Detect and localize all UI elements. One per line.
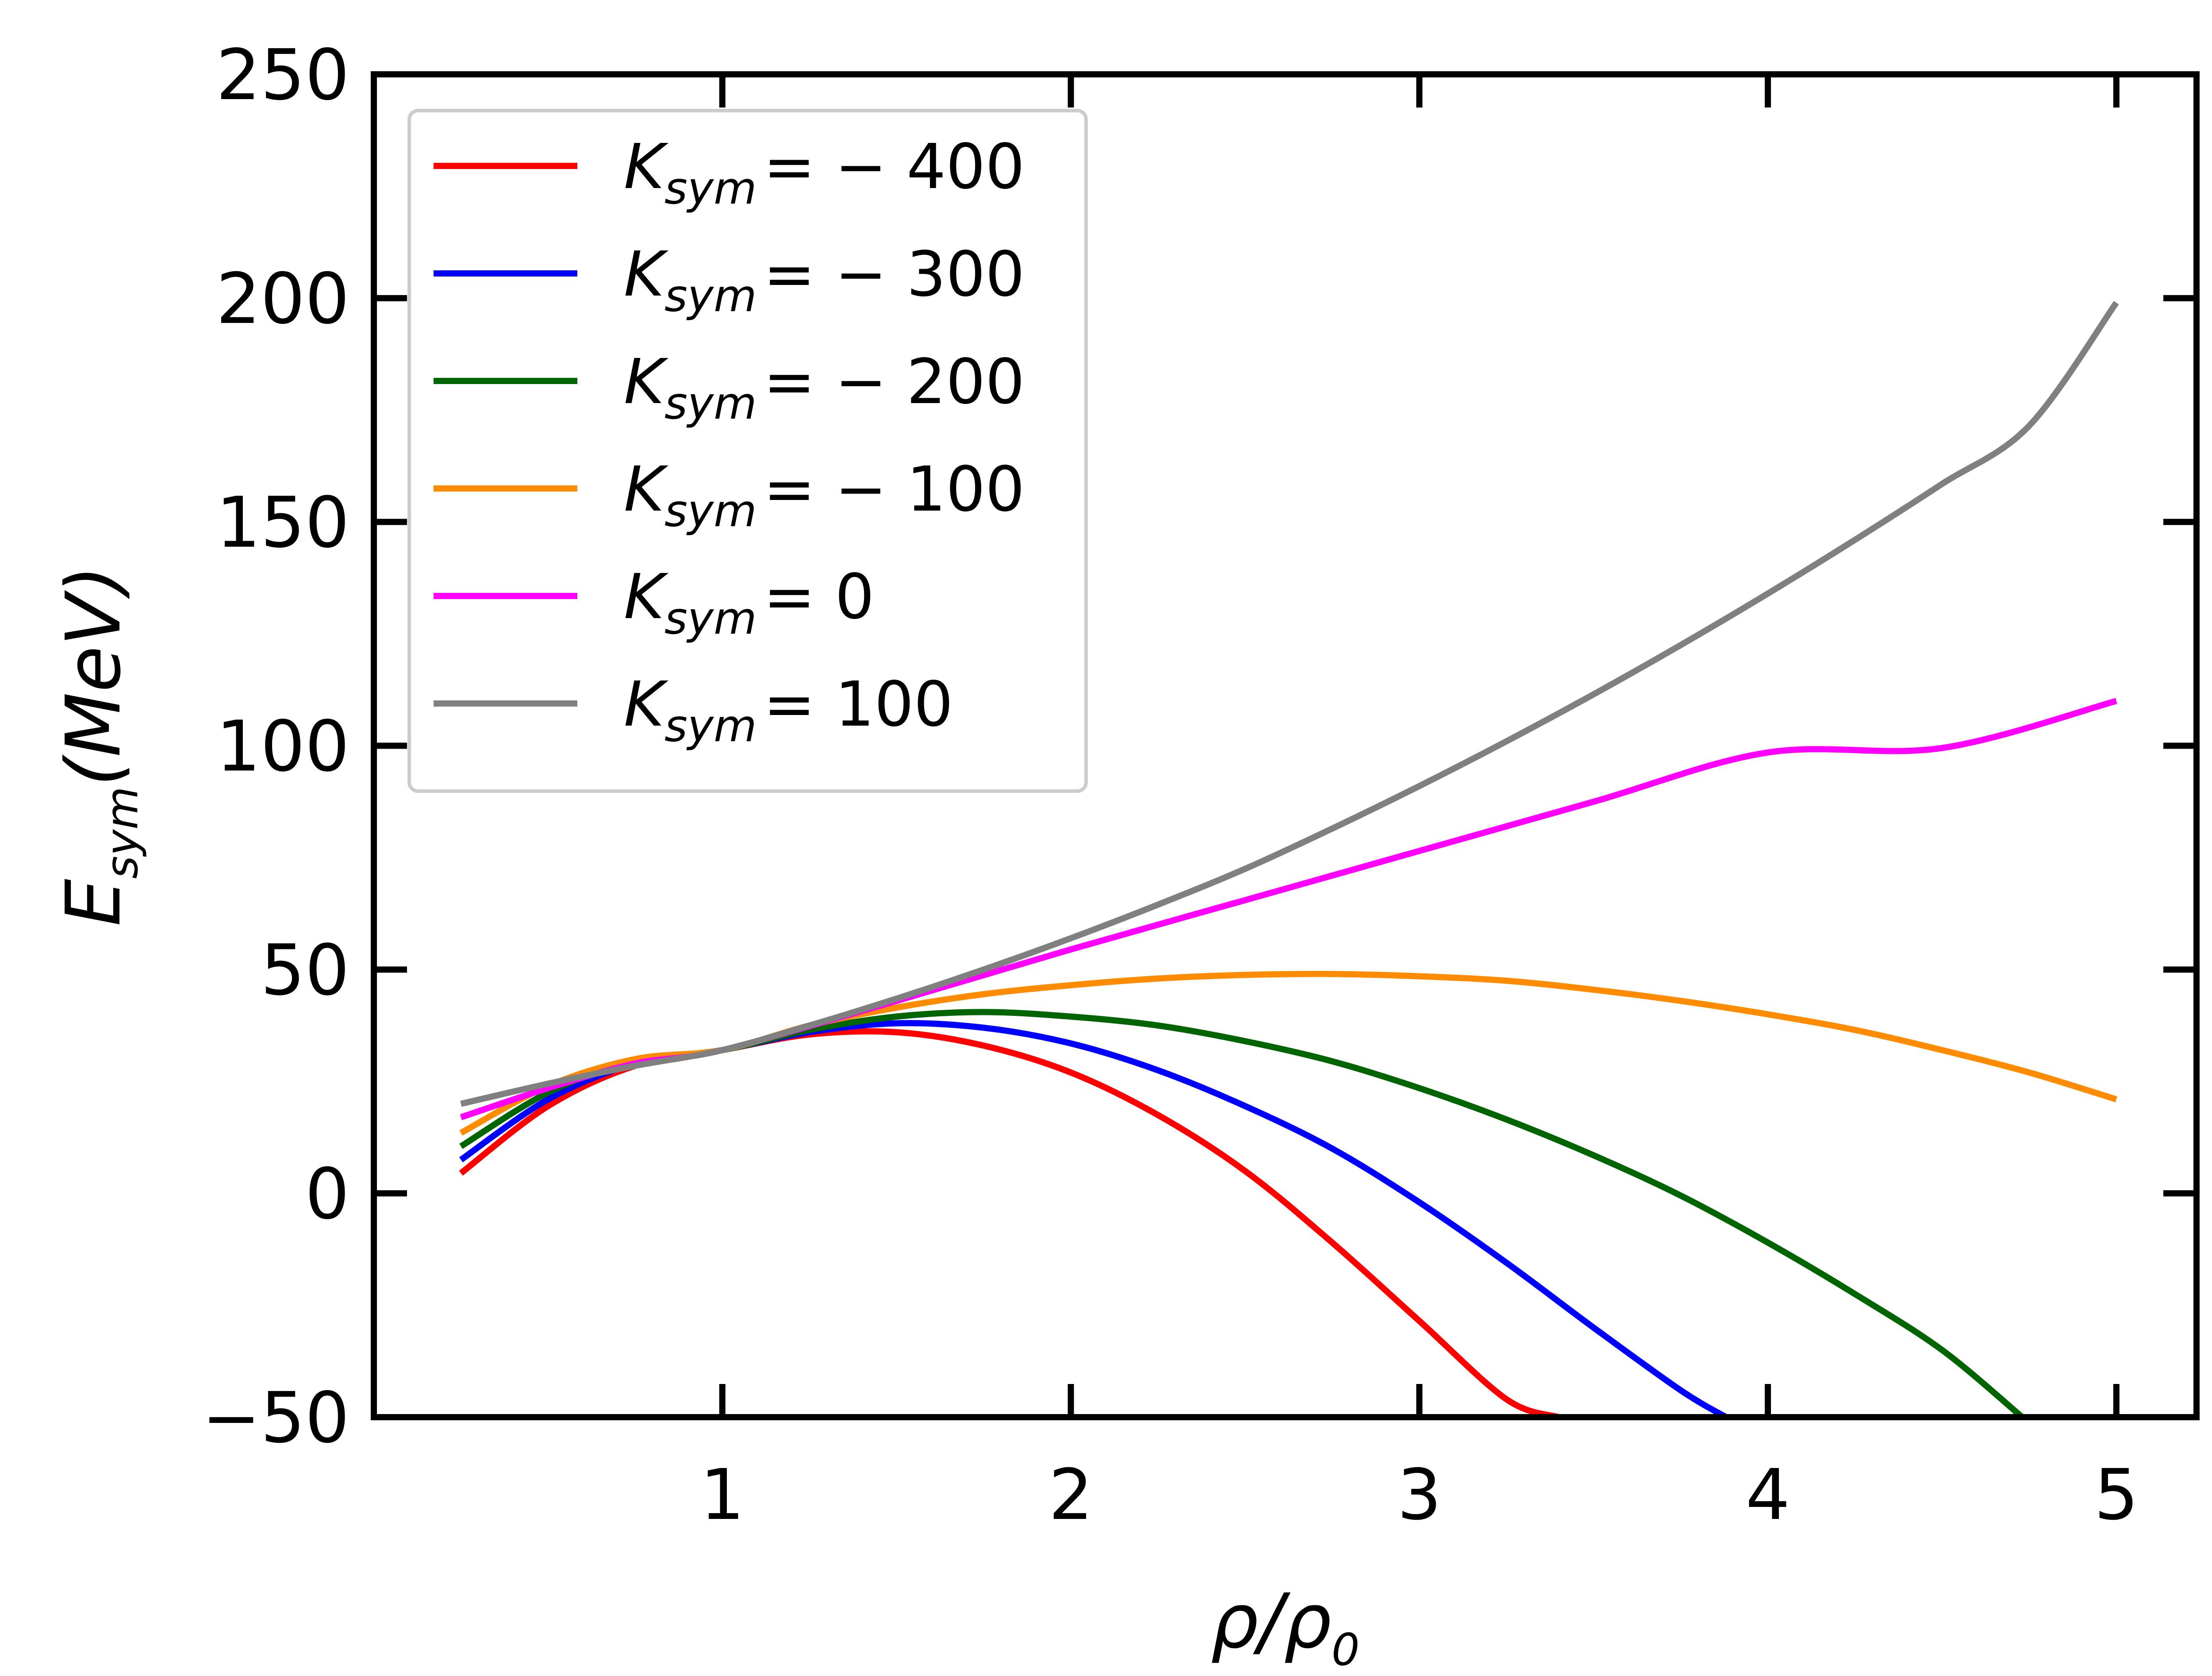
y-tick-label: 50 [261, 930, 349, 1011]
series-line-ksym--400 [459, 1028, 1560, 1417]
y-axis-label-base: E [50, 879, 138, 926]
y-tick-label: 100 [216, 706, 349, 788]
legend-label: Ksym = − 400 [624, 131, 1025, 214]
x-tick-label: 2 [1048, 1454, 1093, 1536]
y-axis-label-sub: sym [96, 787, 148, 879]
y-tick-label: 150 [216, 482, 349, 564]
x-axis-label-base: ρ/ρ [1211, 1578, 1332, 1665]
y-tick-label: −50 [202, 1377, 349, 1459]
x-tick-label: 1 [700, 1454, 745, 1536]
x-tick-label: 3 [1397, 1454, 1442, 1536]
y-tick-label: 250 [216, 35, 349, 116]
legend-label: Ksym = − 100 [624, 454, 1025, 537]
legend-box [407, 109, 1088, 793]
legend-label: Ksym = − 300 [624, 238, 1025, 322]
legend: Ksym = − 400 Ksym = − 300 Ksym = − 200 Ksym = −… [407, 109, 1088, 793]
x-tick-label: 4 [1746, 1454, 1790, 1536]
legend-items: Ksym = − 400 Ksym = − 300 Ksym = − 200 Ksym = −… [434, 131, 1025, 752]
x-axis-label-sub: 0 [1332, 1624, 1360, 1676]
legend-label: Ksym = − 200 [624, 346, 1025, 429]
x-axis-label: ρ/ρ0 [1211, 1578, 1360, 1676]
y-tick-label: 0 [305, 1153, 349, 1235]
tick-label-layer: 1 2 3 4 5 −50 0 50 100 150 200 250 [202, 35, 2139, 1536]
y-tick-label: 200 [216, 258, 349, 340]
x-tick-label: 5 [2094, 1454, 2139, 1536]
legend-label: Ksym = 0 [624, 561, 874, 644]
plot-frame [371, 71, 2200, 1420]
series-line-ksym--200 [459, 1009, 2024, 1417]
y-axis-label-suffix: (MeV) [50, 565, 138, 786]
y-axis-label: Esym(MeV) [50, 565, 148, 926]
legend-label: Ksym = 100 [624, 669, 953, 752]
series-line-ksym-100 [460, 300, 2119, 1107]
series-layer [459, 300, 2119, 1417]
